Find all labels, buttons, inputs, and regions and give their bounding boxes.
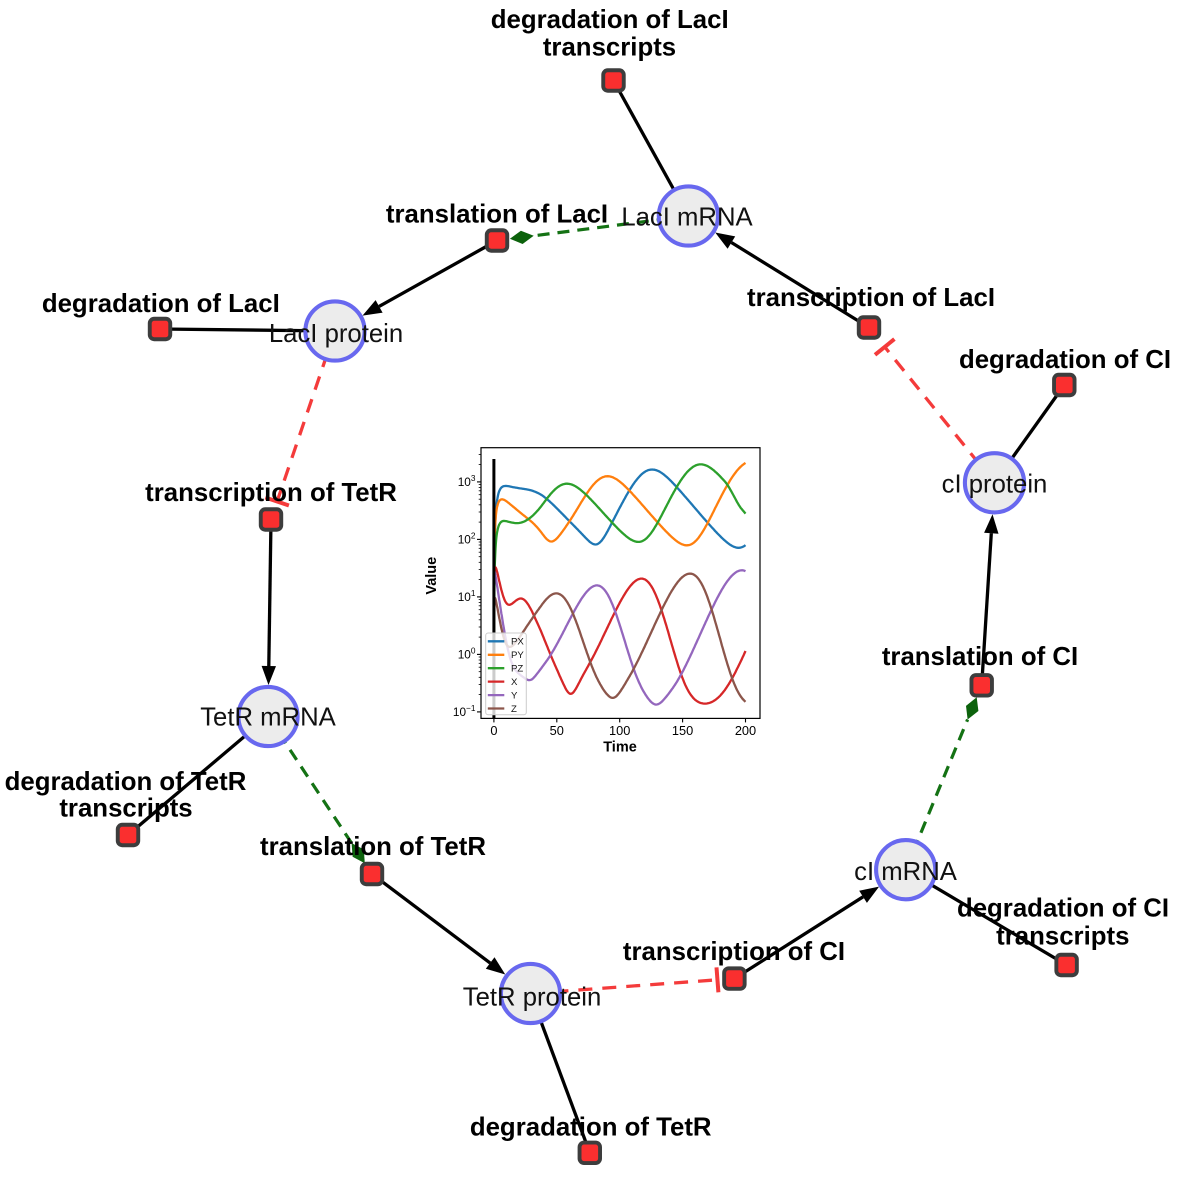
svg-text:transcription of LacI: transcription of LacI	[747, 284, 995, 312]
svg-text:degradation of LacI: degradation of LacI	[491, 6, 729, 34]
svg-text:50: 50	[550, 723, 564, 738]
svg-text:PX: PX	[511, 637, 524, 648]
svg-text:LacI mRNA: LacI mRNA	[621, 203, 753, 231]
svg-text:0: 0	[490, 723, 497, 738]
svg-text:150: 150	[672, 723, 693, 738]
svg-text:degradation of LacI: degradation of LacI	[42, 290, 280, 318]
svg-text:Time: Time	[603, 740, 637, 756]
svg-text:LacI protein: LacI protein	[269, 320, 403, 348]
svg-text:Y: Y	[511, 690, 518, 701]
svg-text:100: 100	[458, 646, 476, 662]
svg-text:TetR protein: TetR protein	[463, 983, 602, 1011]
svg-text:transcription of TetR: transcription of TetR	[145, 479, 397, 507]
svg-text:transcripts: transcripts	[996, 923, 1129, 951]
svg-text:X: X	[511, 677, 518, 688]
svg-text:PZ: PZ	[511, 664, 523, 675]
svg-text:cI protein: cI protein	[942, 470, 1048, 498]
svg-text:transcripts: transcripts	[543, 34, 676, 62]
svg-text:102: 102	[458, 531, 476, 547]
svg-text:Value: Value	[424, 557, 440, 595]
svg-text:degradation of CI: degradation of CI	[959, 346, 1171, 374]
svg-text:translation of CI: translation of CI	[882, 643, 1078, 671]
svg-text:101: 101	[458, 588, 476, 604]
svg-text:transcripts: transcripts	[59, 795, 192, 823]
svg-text:transcription of CI: transcription of CI	[623, 938, 845, 966]
svg-text:10−1: 10−1	[453, 703, 476, 719]
svg-text:degradation of TetR: degradation of TetR	[470, 1114, 712, 1142]
svg-text:103: 103	[458, 473, 476, 489]
svg-text:translation of LacI: translation of LacI	[386, 201, 608, 229]
svg-text:PY: PY	[511, 650, 524, 661]
svg-text:100: 100	[609, 723, 630, 738]
svg-text:translation of TetR: translation of TetR	[260, 833, 486, 861]
svg-text:TetR mRNA: TetR mRNA	[200, 703, 336, 731]
svg-text:degradation of CI: degradation of CI	[957, 895, 1169, 923]
svg-text:cI mRNA: cI mRNA	[854, 858, 958, 886]
svg-text:200: 200	[735, 723, 756, 738]
svg-text:degradation of TetR: degradation of TetR	[5, 768, 247, 796]
svg-text:Z: Z	[511, 704, 517, 715]
